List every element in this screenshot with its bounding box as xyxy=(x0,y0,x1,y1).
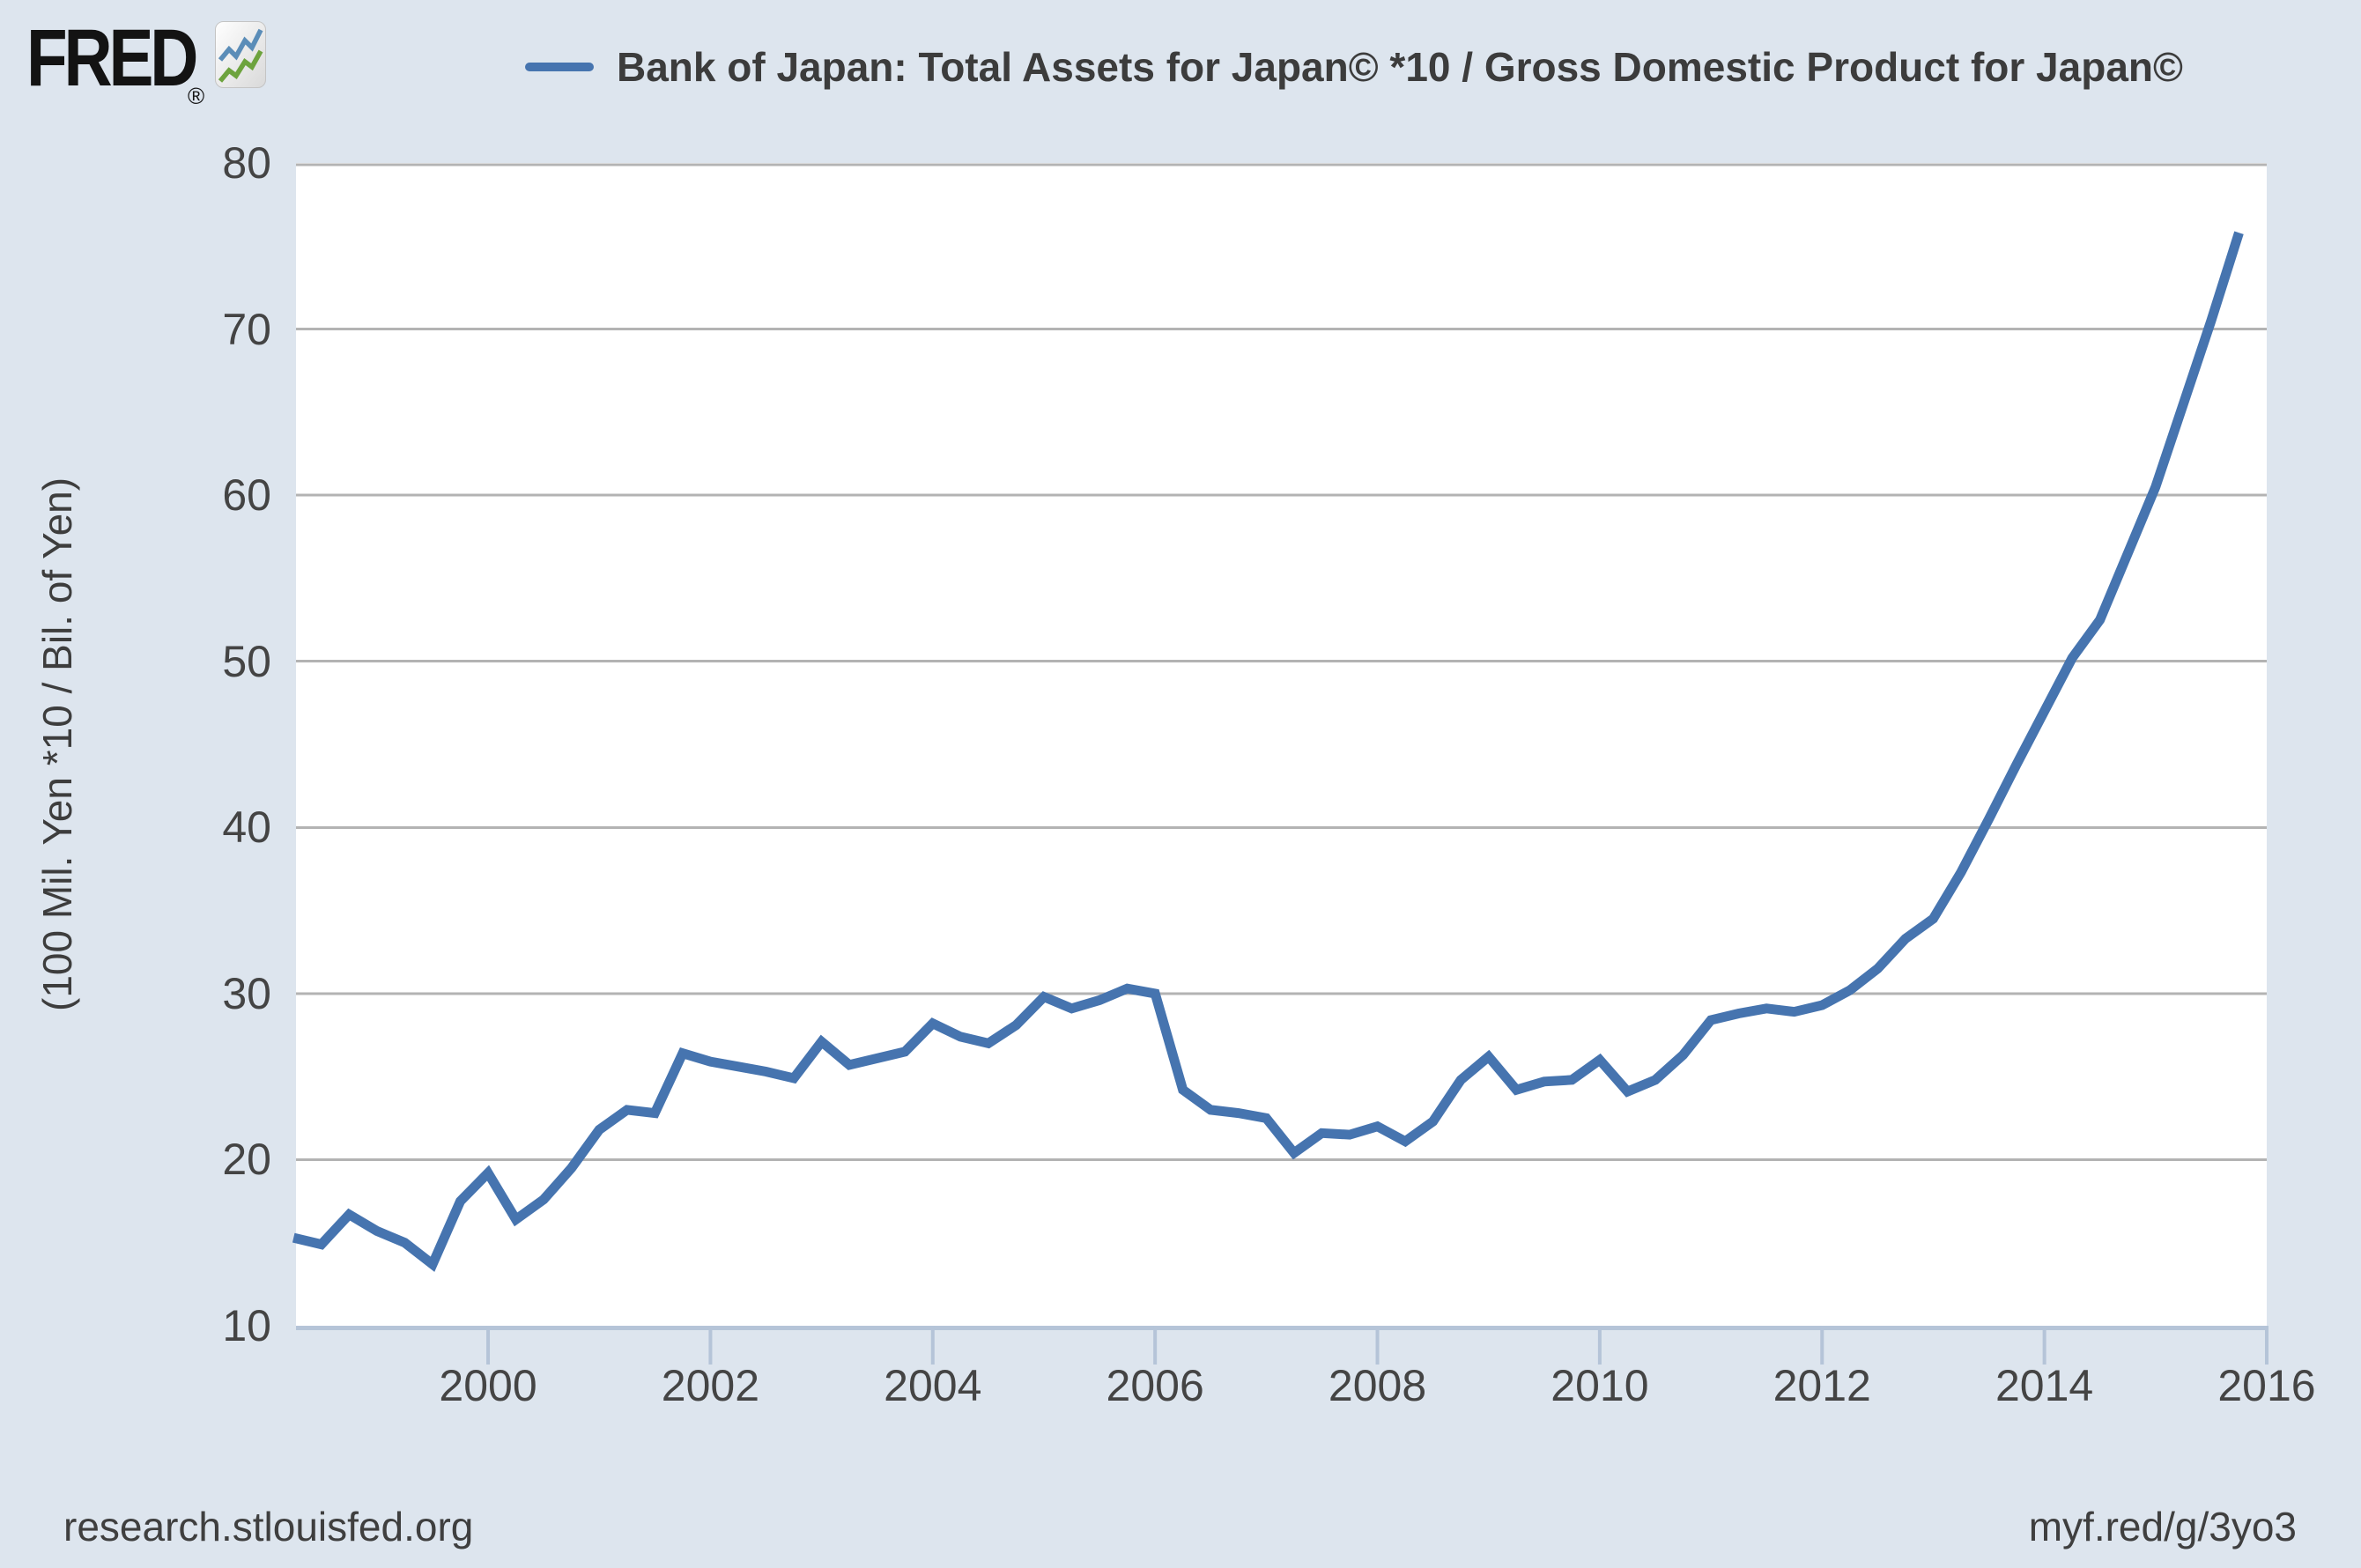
data-series-line[interactable] xyxy=(292,231,2244,1272)
y-axis-tick-label-70: 70 xyxy=(222,304,271,354)
fred-logo: FRED ® xyxy=(26,13,266,109)
x-axis-tick-label-2010: 2010 xyxy=(1551,1361,1649,1410)
x-axis-tick-label-2008: 2008 xyxy=(1328,1361,1427,1410)
y-axis-tick-label-60: 60 xyxy=(222,470,271,521)
x-tick-2002 xyxy=(708,1326,713,1365)
line-chart[interactable] xyxy=(292,163,2268,1365)
y-axis-tick-label-10: 10 xyxy=(222,1301,271,1350)
icon-green-sparkline xyxy=(218,49,263,83)
x-tick-2010 xyxy=(1597,1326,1602,1365)
x-axis-tick-label-2012: 2012 xyxy=(1773,1361,1871,1410)
registered-trademark-symbol: ® xyxy=(188,83,205,109)
x-tick-2014 xyxy=(2042,1326,2046,1365)
x-axis-tick-label-2006: 2006 xyxy=(1106,1361,1204,1410)
x-tick-2012 xyxy=(1820,1326,1824,1365)
x-axis-tick-label-2000: 2000 xyxy=(439,1361,537,1410)
x-tick-2000 xyxy=(486,1326,491,1365)
footer-short-url[interactable]: myf.red/g/3yo3 xyxy=(2028,1504,2297,1550)
y-axis-tick-label-80: 80 xyxy=(222,138,271,188)
y-axis-tick-label-20: 20 xyxy=(222,1135,271,1185)
fred-sparkline-icon xyxy=(215,21,266,88)
x-tick-2006 xyxy=(1153,1326,1158,1365)
y-axis-tick-label-30: 30 xyxy=(222,968,271,1018)
icon-blue-sparkline xyxy=(218,28,263,62)
fred-wordmark-wrap: FRED ® xyxy=(26,13,204,109)
x-tick-2008 xyxy=(1375,1326,1380,1365)
x-axis-line xyxy=(296,1326,2267,1330)
x-axis-tick-label-2002: 2002 xyxy=(661,1361,760,1410)
y-axis-tick-label-50: 50 xyxy=(222,636,271,686)
x-axis-tick-label-2014: 2014 xyxy=(1995,1361,2094,1410)
x-tick-2004 xyxy=(930,1326,935,1365)
legend-line-swatch xyxy=(525,63,594,71)
footer-source-link[interactable]: research.stlouisfed.org xyxy=(63,1504,474,1550)
fred-wordmark: FRED xyxy=(26,13,198,103)
legend: Bank of Japan: Total Assets for Japan© *… xyxy=(525,35,2183,99)
plot-area[interactable] xyxy=(292,163,2268,1365)
series-title: Bank of Japan: Total Assets for Japan© *… xyxy=(617,44,2183,90)
x-axis-tick-label-2004: 2004 xyxy=(884,1361,982,1410)
x-axis-tick-label-2016: 2016 xyxy=(2217,1361,2316,1410)
y-axis-tick-label-40: 40 xyxy=(222,802,271,853)
x-tick-2016 xyxy=(2265,1326,2268,1365)
